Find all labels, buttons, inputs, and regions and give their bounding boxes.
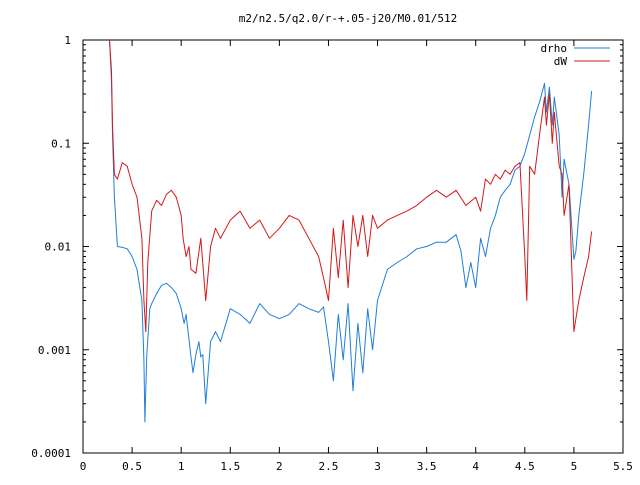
- x-tick-label: 1: [178, 460, 185, 473]
- chart-title: m2/n2.5/q2.0/r-+.05-j20/M0.01/512: [239, 12, 458, 25]
- y-tick-label: 0.001: [38, 344, 71, 357]
- x-tick-label: 3: [374, 460, 381, 473]
- x-tick-label: 4: [472, 460, 479, 473]
- series-line-dW: [109, 39, 593, 333]
- legend-label-drho: drho: [541, 42, 568, 55]
- x-tick-label: 0: [80, 460, 87, 473]
- y-tick-label: 0.0001: [31, 447, 71, 460]
- x-tick-label: 4.5: [515, 460, 535, 473]
- y-tick-label: 0.01: [45, 241, 72, 254]
- x-tick-label: 3.5: [417, 460, 437, 473]
- legend-label-dW: dW: [554, 55, 568, 68]
- x-tick-label: 2: [276, 460, 283, 473]
- y-axis: 0.0001 0.001 0.01 0.1 1: [31, 34, 623, 460]
- x-tick-label: 2.5: [319, 460, 339, 473]
- x-tick-label: 5: [571, 460, 578, 473]
- y-tick-label: 1: [64, 34, 71, 47]
- series-layer: [109, 39, 593, 423]
- x-tick-label: 0.5: [122, 460, 142, 473]
- x-tick-label: 1.5: [220, 460, 240, 473]
- x-tick-label: 5.5: [613, 460, 633, 473]
- y-tick-label: 0.1: [51, 137, 71, 150]
- series-line-drho: [109, 39, 593, 423]
- x-axis: 0 0.5 1 1.5 2 2.5 3 3.5 4 4.5 5 5.5: [80, 40, 633, 473]
